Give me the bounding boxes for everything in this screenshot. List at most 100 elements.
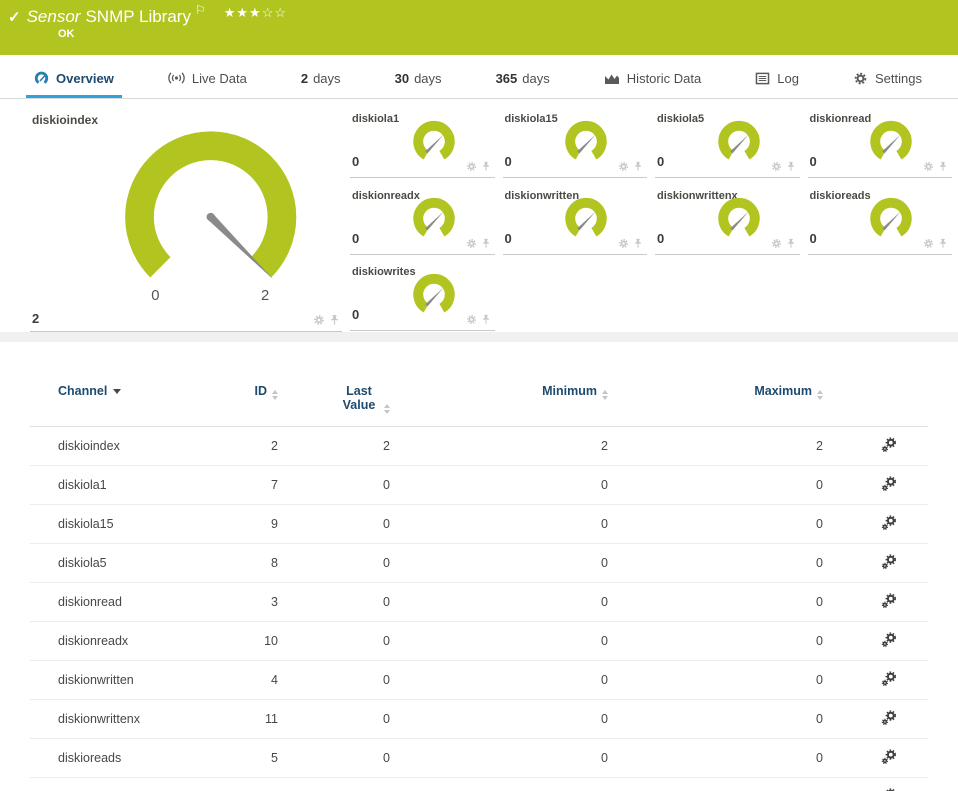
page-title-prefix: Sensor bbox=[26, 7, 81, 26]
edit-channel-gears-icon[interactable] bbox=[881, 670, 897, 690]
channel-table: Channel ID Last Value Minimum Maximum bbox=[30, 384, 928, 791]
gauge-tile-diskioreads[interactable]: diskioreads 0 bbox=[807, 182, 952, 255]
pin-icon[interactable] bbox=[938, 238, 948, 249]
tile-gear-icon[interactable] bbox=[313, 314, 325, 326]
table-row[interactable]: diskionreadx 10 0 0 0 bbox=[30, 621, 928, 661]
tab-number: 365 bbox=[495, 70, 518, 86]
edit-channel-gears-icon[interactable] bbox=[881, 748, 897, 768]
tab-overview[interactable]: Overview bbox=[26, 61, 122, 98]
pin-icon[interactable] bbox=[481, 314, 491, 325]
channel-last-value: 0 bbox=[278, 738, 390, 778]
gauge-tile-diskiowrites[interactable]: diskiowrites 0 bbox=[350, 258, 495, 332]
edit-channel-gears-icon[interactable] bbox=[881, 436, 897, 456]
tab-2-days[interactable]: 2 days bbox=[293, 61, 349, 98]
channel-minimum: 0 bbox=[390, 504, 608, 544]
column-header-minimum[interactable]: Minimum bbox=[390, 384, 608, 427]
edit-channel-gears-icon[interactable] bbox=[881, 475, 897, 495]
gauge-tile-diskioindex[interactable]: diskioindex 0 2 2 bbox=[30, 105, 342, 332]
priority-stars[interactable]: ★★★☆☆ bbox=[224, 5, 287, 20]
channel-minimum: 0 bbox=[390, 777, 608, 791]
table-row[interactable]: diskionwrittenx 11 0 0 0 bbox=[30, 699, 928, 739]
gauge-tile-diskiola15[interactable]: diskiola15 0 bbox=[502, 105, 647, 178]
channel-name: diskionreadx bbox=[30, 621, 230, 661]
edit-channel-gears-icon[interactable] bbox=[881, 709, 897, 729]
channel-name: diskiola1 bbox=[30, 465, 230, 505]
gauge-tile-diskiola5[interactable]: diskiola5 0 bbox=[655, 105, 800, 178]
tab-log[interactable]: Log bbox=[747, 61, 807, 98]
tab-historic-data[interactable]: Historic Data bbox=[596, 61, 709, 98]
tile-gear-icon[interactable] bbox=[923, 161, 934, 172]
edit-channel-gears-icon[interactable] bbox=[881, 553, 897, 573]
tile-gear-icon[interactable] bbox=[618, 161, 629, 172]
gauge-needle bbox=[729, 211, 748, 231]
sort-icon bbox=[817, 390, 823, 400]
tile-gear-icon[interactable] bbox=[618, 238, 629, 249]
tile-gear-icon[interactable] bbox=[466, 238, 477, 249]
tile-gear-icon[interactable] bbox=[771, 161, 782, 172]
pin-icon[interactable] bbox=[786, 161, 796, 172]
tile-gear-icon[interactable] bbox=[466, 314, 477, 325]
tab-365-days[interactable]: 365 days bbox=[488, 61, 558, 98]
edit-channel-gears-icon[interactable] bbox=[881, 514, 897, 534]
pin-icon[interactable] bbox=[481, 161, 491, 172]
tab-settings[interactable]: Settings bbox=[845, 61, 930, 98]
small-gauge bbox=[717, 120, 760, 160]
channel-id: 6 bbox=[230, 777, 278, 791]
table-row[interactable]: diskioindex 2 2 2 2 bbox=[30, 426, 928, 466]
star-icon[interactable]: ★ bbox=[249, 5, 262, 20]
gauge-needle bbox=[207, 214, 274, 280]
gauge-tile-diskionwritten[interactable]: diskionwritten 0 bbox=[502, 182, 647, 255]
tile-gear-icon[interactable] bbox=[923, 238, 934, 249]
pin-icon[interactable] bbox=[633, 161, 643, 172]
column-header-channel[interactable]: Channel bbox=[30, 384, 230, 427]
gauge-tile-diskionwrittenx[interactable]: diskionwrittenx 0 bbox=[655, 182, 800, 255]
edit-channel-gears-icon[interactable] bbox=[881, 592, 897, 612]
channel-minimum: 0 bbox=[390, 543, 608, 583]
edit-channel-gears-icon[interactable] bbox=[881, 787, 897, 791]
column-header-id[interactable]: ID bbox=[230, 384, 278, 427]
gauge-title: diskiola1 bbox=[352, 113, 400, 125]
channel-maximum: 0 bbox=[608, 621, 823, 661]
gauge-tile-diskionreadx[interactable]: diskionreadx 0 bbox=[350, 182, 495, 255]
gauge-value: 0 bbox=[809, 230, 817, 246]
gear-icon bbox=[854, 72, 867, 84]
tab-30-days[interactable]: 30 days bbox=[387, 61, 450, 98]
channel-maximum: 0 bbox=[608, 582, 823, 622]
gauge-value: 0 bbox=[352, 307, 360, 323]
tab-live-data[interactable]: Live Data bbox=[160, 61, 255, 98]
table-row[interactable]: diskiola1 7 0 0 0 bbox=[30, 465, 928, 505]
table-row[interactable]: diskiowrites 6 0 0 0 bbox=[30, 777, 928, 791]
table-row[interactable]: diskioreads 5 0 0 0 bbox=[30, 738, 928, 778]
gauge-needle bbox=[729, 134, 748, 154]
table-row[interactable]: diskionread 3 0 0 0 bbox=[30, 582, 928, 622]
star-icon[interactable]: ★ bbox=[223, 5, 237, 20]
gauge-value: 0 bbox=[657, 230, 665, 246]
pin-icon[interactable] bbox=[786, 238, 796, 249]
table-row[interactable]: diskionwritten 4 0 0 0 bbox=[30, 660, 928, 700]
flag-icon[interactable]: ⚐ bbox=[194, 3, 206, 17]
gauge-title: diskioreads bbox=[809, 189, 871, 202]
column-header-maximum[interactable]: Maximum bbox=[608, 384, 823, 427]
star-icon[interactable]: ☆ bbox=[261, 5, 275, 20]
pin-icon[interactable] bbox=[481, 238, 491, 249]
log-icon bbox=[755, 72, 770, 84]
gauge-tile-diskiola1[interactable]: diskiola1 0 bbox=[350, 105, 495, 178]
edit-channel-gears-icon[interactable] bbox=[881, 631, 897, 651]
column-header-last-value[interactable]: Last Value bbox=[278, 384, 390, 427]
channel-last-value: 0 bbox=[278, 660, 390, 700]
table-row[interactable]: diskiola15 9 0 0 0 bbox=[30, 504, 928, 544]
tile-gear-icon[interactable] bbox=[466, 161, 477, 172]
pin-icon[interactable] bbox=[938, 161, 948, 172]
gauge-icon bbox=[34, 71, 49, 84]
tab-label: days bbox=[522, 70, 550, 86]
tile-gear-icon[interactable] bbox=[771, 238, 782, 249]
small-gauge bbox=[565, 120, 607, 160]
channel-name: diskiowrites bbox=[30, 777, 230, 791]
gauge-tile-diskionread[interactable]: diskionread 0 bbox=[807, 105, 952, 178]
pin-icon[interactable] bbox=[633, 238, 643, 249]
star-icon[interactable]: ☆ bbox=[274, 5, 287, 20]
pin-icon[interactable] bbox=[329, 314, 340, 326]
star-icon[interactable]: ★ bbox=[236, 5, 250, 20]
table-row[interactable]: diskiola5 8 0 0 0 bbox=[30, 543, 928, 583]
